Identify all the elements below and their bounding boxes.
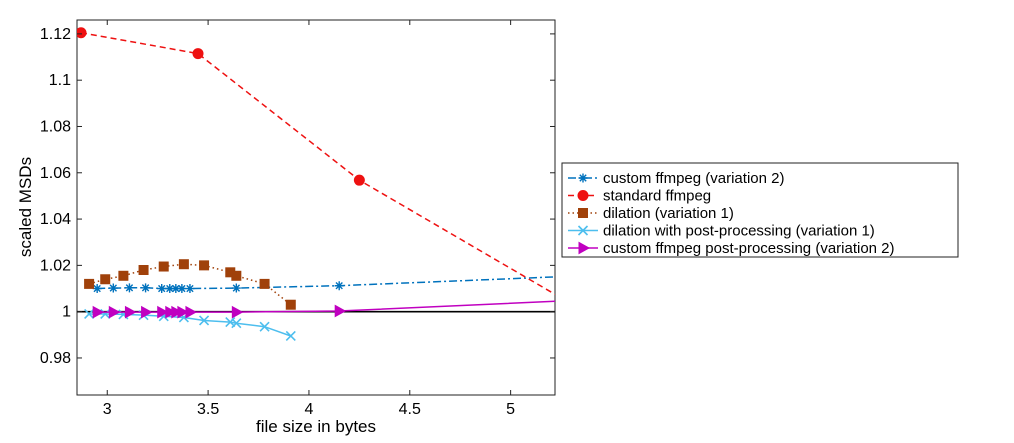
legend-swatch-marker — [578, 208, 588, 218]
data-point — [231, 283, 241, 293]
data-point — [185, 284, 195, 294]
y-tick-label: 1.02 — [40, 257, 71, 274]
data-point — [92, 305, 105, 319]
legend-swatch-marker — [578, 241, 591, 255]
data-point — [259, 278, 270, 289]
data-point — [84, 308, 95, 320]
legend-label: dilation with post-processing (variation… — [603, 223, 875, 240]
legend-item: custom ffmpeg (variation 2) — [568, 170, 784, 187]
legend-label: dilation (variation 1) — [603, 205, 734, 222]
y-tick-label: 0.98 — [40, 350, 71, 367]
x-tick-label: 5 — [506, 401, 515, 418]
y-tick-label: 1.06 — [40, 165, 71, 182]
data-point — [285, 330, 296, 342]
data-point — [100, 308, 111, 320]
data-point — [100, 274, 111, 285]
data-point — [158, 261, 169, 272]
data-point — [165, 305, 177, 319]
data-point — [124, 283, 134, 293]
data-point — [108, 283, 118, 293]
data-point — [84, 278, 95, 289]
series-1 — [92, 276, 555, 294]
x-tick-label: 4.5 — [399, 401, 421, 418]
data-point — [157, 305, 169, 319]
data-point — [178, 259, 189, 270]
legend-label: custom ffmpeg (variation 2) — [603, 170, 784, 187]
data-point — [141, 283, 151, 293]
data-point — [141, 305, 153, 319]
data-point — [185, 305, 197, 319]
y-tick-label: 1.12 — [40, 26, 71, 43]
data-point — [231, 318, 242, 329]
data-point — [353, 174, 365, 186]
data-point — [192, 48, 204, 60]
y-tick-label: 1.04 — [40, 211, 71, 228]
legend-box — [561, 162, 959, 258]
legend-item: custom ffmpeg post-processing (variation… — [568, 240, 895, 257]
legend-item: dilation with post-processing (variation… — [568, 223, 875, 240]
series-line — [80, 31, 555, 295]
legend-item: standard ffmpeg — [568, 188, 711, 205]
y-tick-label: 1.1 — [49, 72, 71, 89]
legend-swatch-marker — [577, 225, 589, 236]
legend: custom ffmpeg (variation 2)standard ffmp… — [561, 162, 959, 258]
data-point — [198, 315, 210, 326]
x-tick-label: 3 — [103, 401, 112, 418]
series-5 — [92, 300, 555, 319]
data-point — [334, 304, 347, 318]
data-point — [334, 281, 344, 291]
legend-label: custom ffmpeg post-processing (variation… — [603, 240, 895, 257]
data-point — [138, 265, 149, 275]
data-point — [77, 27, 87, 39]
y-axis-label: scaled MSDs — [16, 157, 35, 257]
series-3 — [84, 259, 296, 310]
x-tick-label: 3.5 — [197, 401, 219, 418]
plot-frame — [76, 19, 556, 396]
data-point — [231, 305, 244, 319]
data-point — [124, 305, 137, 319]
data-point — [199, 260, 210, 271]
data-point — [157, 284, 167, 294]
legend-swatch-marker — [577, 190, 589, 201]
data-point — [259, 321, 270, 332]
legend-item: dilation (variation 1) — [568, 205, 734, 222]
data-point — [108, 305, 121, 319]
data-point — [171, 305, 183, 319]
data-point — [118, 270, 129, 281]
data-point — [171, 284, 181, 294]
data-point — [92, 284, 102, 294]
plot-area: 3 3.5 4 4.5 5 0.98 1 1.02 1.04 1.06 1.08 1.1 1.12 — [40, 19, 556, 418]
data-point — [285, 299, 296, 310]
data-point — [177, 305, 189, 319]
x-tick-label: 4 — [304, 401, 313, 418]
data-point — [177, 284, 187, 294]
x-axis-label: file size in bytes — [256, 417, 376, 436]
legend-swatch-marker — [578, 173, 588, 183]
y-tick-label: 1 — [62, 304, 71, 321]
data-point — [231, 270, 242, 281]
series-2 — [77, 27, 555, 295]
data-point — [165, 284, 175, 294]
y-tick-label: 1.08 — [40, 118, 71, 135]
legend-label: standard ffmpeg — [603, 188, 711, 205]
